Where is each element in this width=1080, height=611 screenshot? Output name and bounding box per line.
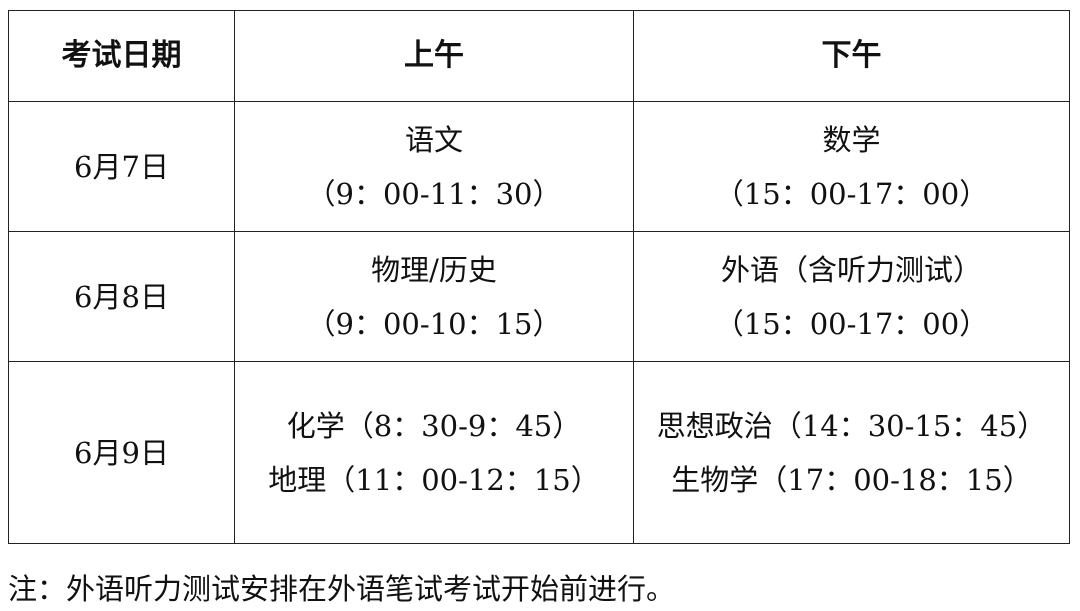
table-row: 6月7日 语文 （9：00-11：30） 数学 （15：00-17：00）	[8, 101, 1070, 232]
subject-time: 地理（11：00-12：15）	[268, 462, 600, 497]
time: （9：00-10：15）	[306, 306, 562, 341]
afternoon-cell: 数学 （15：00-17：00）	[633, 101, 1070, 232]
subject-time: 思想政治（14：30-15：45）	[656, 408, 1047, 443]
afternoon-cell: 思想政治（14：30-15：45） 生物学（17：00-18：15）	[633, 361, 1070, 544]
morning-cell: 物理/历史 （9：00-10：15）	[234, 231, 634, 362]
morning-cell: 化学（8：30-9：45） 地理（11：00-12：15）	[234, 361, 634, 544]
table-row: 6月9日 化学（8：30-9：45） 地理（11：00-12：15） 思想政治（…	[8, 361, 1070, 544]
header-afternoon: 下午	[633, 10, 1070, 102]
subject: 物理/历史	[371, 252, 497, 287]
date-cell: 6月8日	[8, 231, 235, 362]
header-date: 考试日期	[8, 10, 235, 102]
time: （15：00-17：00）	[714, 306, 989, 341]
exam-schedule-table: 考试日期 上午 下午 6月7日 语文 （9：00-11：30） 数学 （15：0…	[8, 10, 1070, 544]
time: （15：00-17：00）	[714, 176, 989, 211]
header-row: 考试日期 上午 下午	[8, 10, 1070, 102]
subject: 语文	[404, 122, 463, 157]
subject-time: 化学（8：30-9：45）	[286, 408, 582, 443]
subject: 外语（含听力测试）	[720, 252, 982, 287]
subject-time: 生物学（17：00-18：15）	[671, 462, 1032, 497]
header-morning: 上午	[234, 10, 634, 102]
time: （9：00-11：30）	[306, 176, 562, 211]
morning-cell: 语文 （9：00-11：30）	[234, 101, 634, 232]
date-cell: 6月7日	[8, 101, 235, 232]
afternoon-cell: 外语（含听力测试） （15：00-17：00）	[633, 231, 1070, 362]
footnote: 注：外语听力测试安排在外语笔试考试开始前进行。	[8, 572, 676, 606]
date-cell: 6月9日	[8, 361, 235, 544]
subject: 数学	[822, 122, 881, 157]
table-row: 6月8日 物理/历史 （9：00-10：15） 外语（含听力测试） （15：00…	[8, 231, 1070, 362]
